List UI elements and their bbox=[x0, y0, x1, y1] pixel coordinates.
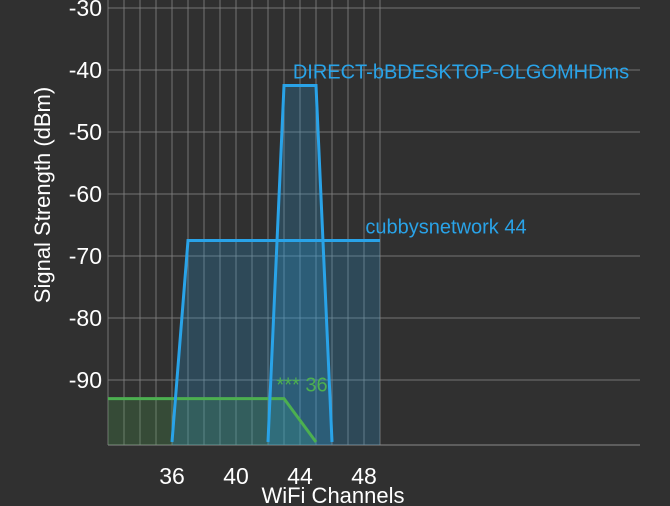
y-tick-label: -60 bbox=[69, 181, 102, 207]
y-axis-tick-labels: -30 -40 -50 -60 -70 -80 -90 bbox=[69, 0, 102, 393]
area-direct-bbdesktop-olgomhdms bbox=[268, 85, 332, 445]
x-axis-tick-labels: 36 40 44 48 bbox=[159, 463, 377, 489]
x-tick-label: 40 bbox=[223, 463, 249, 489]
line-cubbysnetwork-44 bbox=[170, 239, 380, 443]
y-tick-label: -40 bbox=[69, 57, 102, 83]
label-cubbysnetwork-44: cubbysnetwork 44 bbox=[365, 217, 526, 239]
grid bbox=[107, 0, 640, 446]
network-areas bbox=[108, 85, 380, 445]
area-cubbysnetwork-44 bbox=[172, 240, 380, 445]
area-36 bbox=[108, 398, 316, 445]
y-tick-label: -90 bbox=[69, 367, 102, 393]
x-tick-label: 48 bbox=[351, 463, 377, 489]
y-tick-label: -30 bbox=[69, 0, 102, 21]
x-axis-title: WiFi Channels bbox=[261, 483, 404, 506]
y-axis-title: Signal Strength (dBm) bbox=[30, 87, 55, 303]
label-direct-bbdesktop-olgomhdms: DIRECT-bBDESKTOP-OLGOMHDms bbox=[293, 62, 629, 84]
line-direct-bbdesktop-olgomhdms bbox=[266, 84, 334, 443]
y-tick-label: -50 bbox=[69, 119, 102, 145]
y-tick-label: -70 bbox=[69, 243, 102, 269]
network-lines bbox=[108, 84, 380, 443]
network-labels: *** 36 cubbysnetwork 44 DIRECT-bBDESKTOP-O… bbox=[276, 62, 629, 397]
line-36 bbox=[108, 397, 318, 443]
label-36: *** 36 bbox=[276, 375, 327, 397]
x-tick-label: 44 bbox=[287, 463, 313, 489]
y-tick-label: -80 bbox=[69, 305, 102, 331]
x-tick-label: 36 bbox=[159, 463, 185, 489]
